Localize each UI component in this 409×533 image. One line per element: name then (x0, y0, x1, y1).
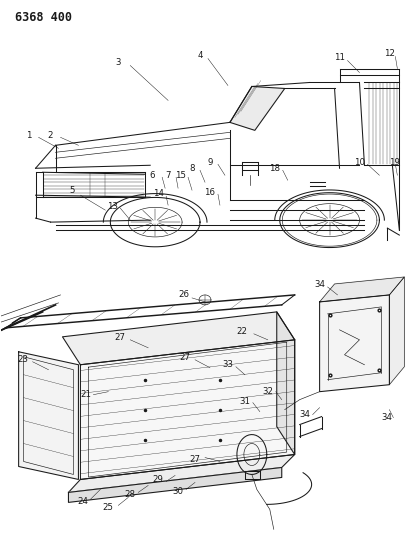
Text: 26: 26 (178, 290, 189, 300)
Text: 34: 34 (313, 280, 324, 289)
Text: 31: 31 (239, 397, 250, 406)
Text: 28: 28 (124, 490, 135, 499)
Text: 6368 400: 6368 400 (15, 11, 72, 23)
Text: 5: 5 (70, 185, 75, 195)
Text: 27: 27 (179, 353, 190, 362)
Polygon shape (319, 295, 389, 392)
Text: 3: 3 (115, 58, 121, 67)
Polygon shape (229, 86, 284, 131)
Text: 21: 21 (80, 390, 91, 399)
Text: 34: 34 (299, 410, 309, 419)
Text: 16: 16 (204, 188, 215, 197)
Text: 27: 27 (189, 455, 200, 464)
Text: 4: 4 (197, 51, 202, 60)
Text: 19: 19 (388, 158, 399, 167)
Text: 2: 2 (48, 131, 53, 140)
Text: 6: 6 (149, 171, 155, 180)
Polygon shape (18, 352, 78, 480)
Polygon shape (80, 340, 294, 480)
Text: 11: 11 (333, 53, 344, 62)
Polygon shape (62, 312, 294, 365)
Text: 23: 23 (17, 356, 28, 364)
Text: 27: 27 (115, 333, 126, 342)
Polygon shape (68, 467, 281, 503)
Polygon shape (319, 277, 403, 302)
Text: 24: 24 (77, 497, 88, 506)
Polygon shape (276, 312, 294, 455)
Text: 9: 9 (207, 158, 212, 167)
Text: 25: 25 (103, 503, 114, 512)
Text: 14: 14 (152, 189, 163, 198)
Text: 15: 15 (174, 171, 185, 180)
Text: 33: 33 (222, 360, 233, 369)
Text: 1: 1 (26, 131, 31, 140)
Text: 32: 32 (262, 387, 273, 396)
Text: 10: 10 (353, 158, 364, 167)
Text: 29: 29 (152, 475, 163, 484)
Text: 18: 18 (269, 164, 280, 173)
Polygon shape (68, 455, 294, 492)
Polygon shape (389, 277, 403, 385)
Text: 22: 22 (236, 327, 247, 336)
Text: 34: 34 (381, 413, 392, 422)
Text: 12: 12 (383, 49, 394, 58)
Text: 8: 8 (189, 164, 194, 173)
Text: 7: 7 (165, 171, 171, 180)
Text: 30: 30 (172, 487, 183, 496)
Text: 13: 13 (107, 201, 117, 211)
